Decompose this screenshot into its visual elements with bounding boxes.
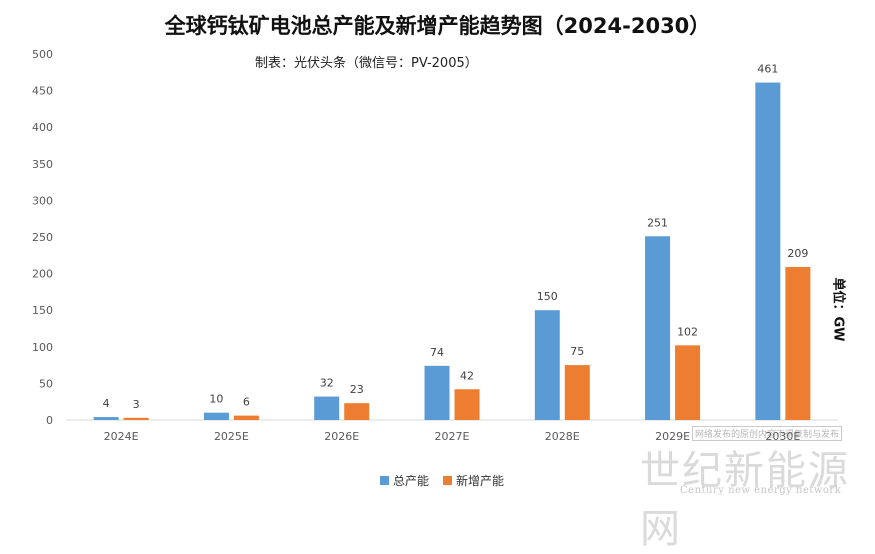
- watermark-english: Century new energy network: [680, 485, 842, 496]
- bar-new: [123, 417, 149, 420]
- x-tick-label: 2024E: [104, 430, 139, 443]
- legend-swatch-new: [443, 476, 453, 485]
- chart-title: 全球钙钛矿电池总产能及新增产能趋势图（2024-2030）: [164, 14, 711, 38]
- y-tick-label: 500: [32, 48, 53, 61]
- legend-label-new: 新增产能: [456, 474, 505, 488]
- bar-total: [755, 82, 781, 420]
- data-label-new: 42: [460, 369, 474, 382]
- watermark-box: 网络发布的原创内容不得复制与发布: [692, 426, 843, 441]
- bar-total: [424, 365, 450, 420]
- bar-new: [344, 403, 370, 420]
- x-tick-label: 2030E: [765, 430, 800, 443]
- data-label-total: 461: [757, 63, 778, 76]
- y-tick-label: 50: [39, 377, 53, 390]
- data-label-new: 23: [350, 383, 364, 396]
- legend-label-total: 总产能: [393, 474, 430, 488]
- y-tick-label: 250: [32, 231, 53, 244]
- x-tick-label: 2027E: [435, 430, 470, 443]
- bar-total: [93, 417, 119, 420]
- data-label-total: 10: [209, 393, 223, 406]
- x-tick-label: 2026E: [324, 430, 359, 443]
- bar-total: [645, 236, 671, 420]
- legend-item-new: 新增产能: [443, 472, 504, 489]
- x-tick-label: 2025E: [214, 430, 249, 443]
- data-label-total: 150: [537, 290, 558, 303]
- bar-total: [314, 396, 340, 420]
- bar-total: [534, 310, 560, 420]
- y-tick-label: 400: [32, 121, 53, 134]
- data-label-new: 75: [570, 345, 584, 358]
- y-tick-label: 350: [32, 158, 53, 171]
- data-label-new: 3: [133, 398, 140, 411]
- y-tick-label: 100: [32, 341, 53, 354]
- data-label-total: 74: [430, 346, 444, 359]
- x-tick-label: 2029E: [655, 430, 690, 443]
- bar-new: [785, 267, 811, 420]
- bar-new: [564, 365, 590, 420]
- data-label-new: 102: [677, 325, 698, 338]
- y-tick-label: 200: [32, 268, 53, 281]
- data-label-new: 6: [243, 396, 250, 409]
- bar-new: [233, 415, 259, 420]
- x-tick-label: 2028E: [545, 430, 580, 443]
- y-tick-label: 450: [32, 85, 53, 98]
- y-tick-label: 0: [46, 414, 53, 427]
- bar-chart: 0 50 100 150 200 250 300 350 400 450 500 2024E 4 3 202…: [32, 48, 838, 443]
- bar-total: [203, 412, 229, 420]
- chart-subtitle: 制表：光伏头条（微信号：PV-2005）: [255, 56, 478, 71]
- bar-new: [675, 345, 701, 420]
- y-tick-label: 150: [32, 304, 53, 317]
- legend: 总产能 新增产能: [380, 472, 504, 489]
- data-label-total: 32: [320, 377, 334, 390]
- legend-item-total: 总产能: [380, 472, 429, 489]
- legend-swatch-total: [380, 476, 389, 485]
- bar-new: [454, 389, 480, 420]
- y-tick-label: 300: [32, 194, 53, 207]
- watermark-logo: 世纪新能源网: [640, 448, 850, 552]
- data-label-new: 209: [787, 247, 808, 260]
- data-label-total: 4: [103, 397, 110, 410]
- data-label-total: 251: [647, 216, 668, 229]
